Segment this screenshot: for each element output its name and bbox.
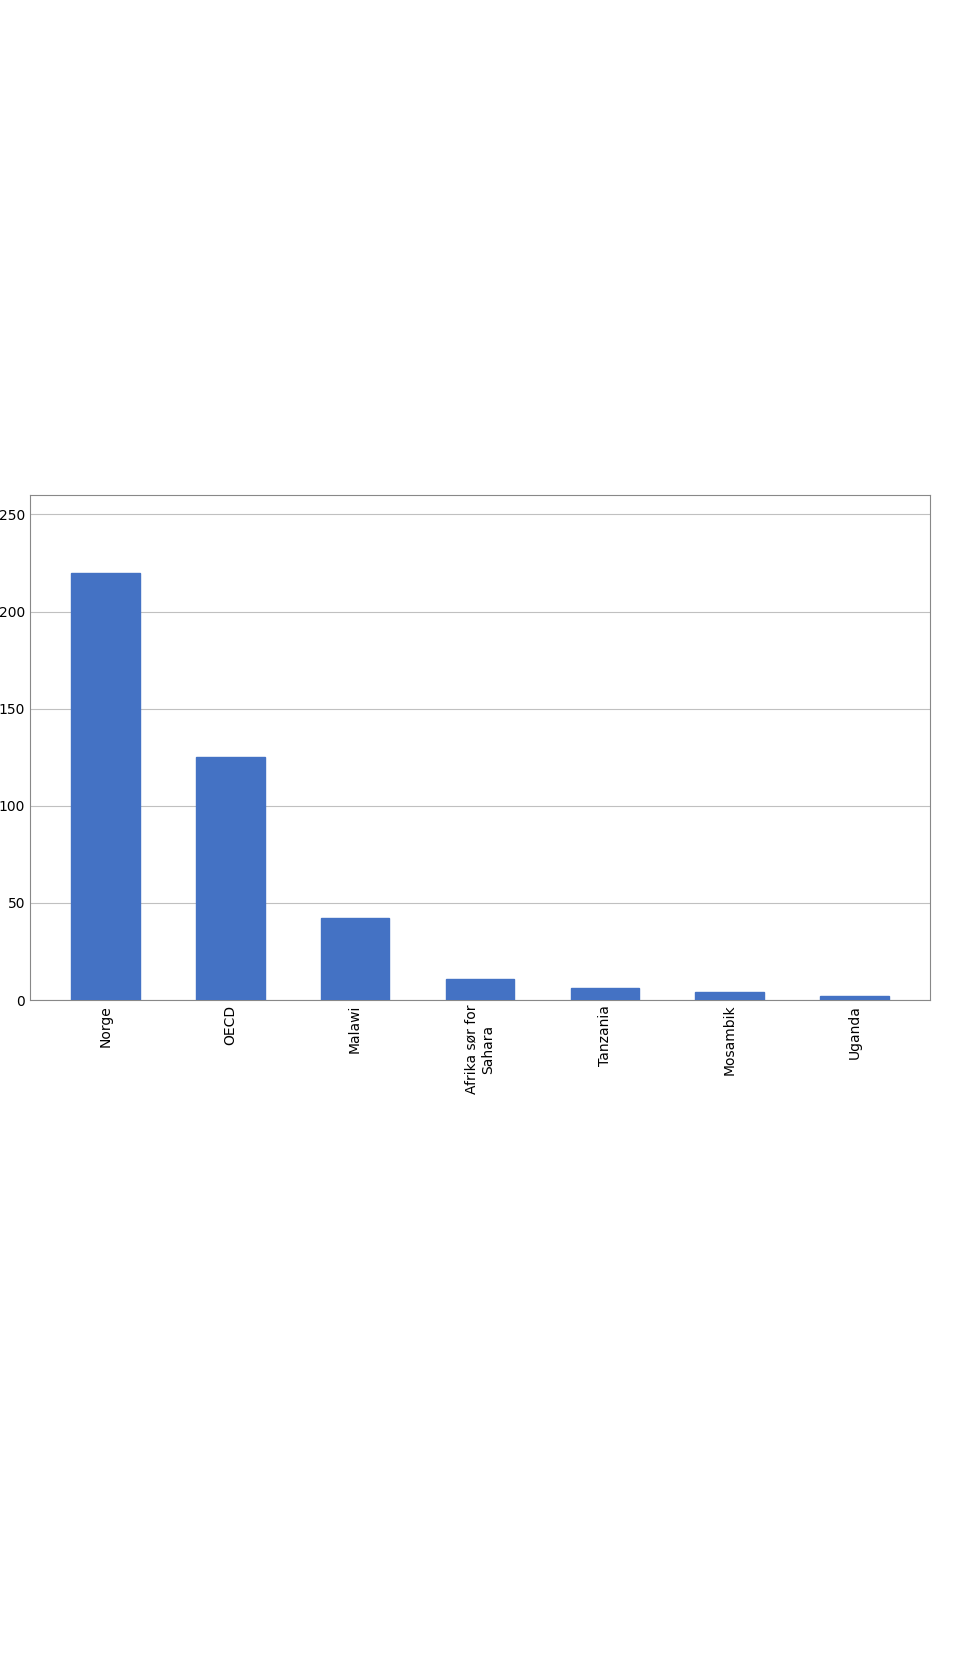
Bar bbox=[445, 978, 515, 1000]
Bar bbox=[695, 992, 764, 1000]
Bar bbox=[821, 997, 889, 1000]
Bar bbox=[570, 988, 639, 1000]
Bar bbox=[196, 757, 265, 1000]
Bar bbox=[71, 572, 139, 1000]
Bar bbox=[321, 918, 390, 1000]
